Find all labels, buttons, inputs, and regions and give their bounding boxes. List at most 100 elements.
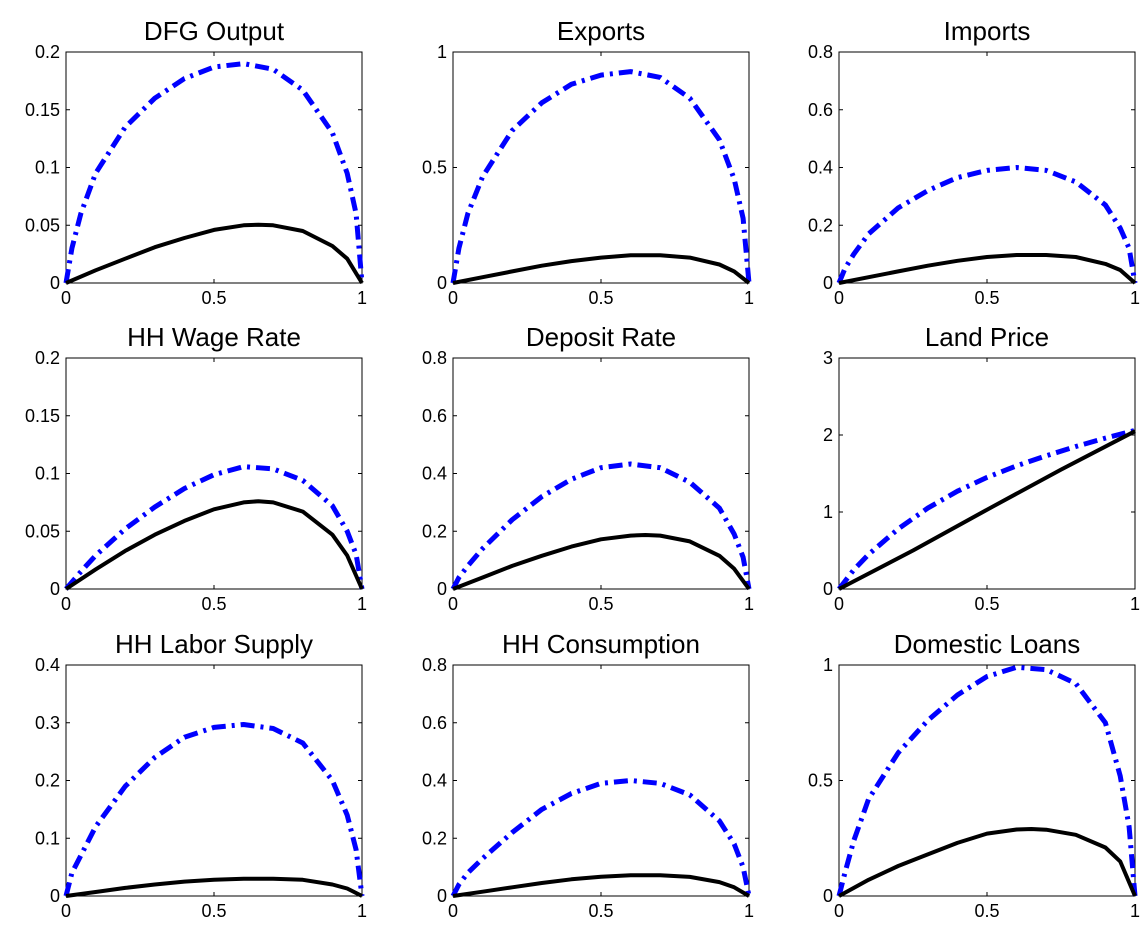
series-line-dashdot xyxy=(450,69,752,284)
x-tick-label: 0 xyxy=(61,594,71,614)
series-line-solid xyxy=(65,222,364,285)
y-tick-label: 0.6 xyxy=(422,406,447,426)
y-tick-label: 0.8 xyxy=(422,655,447,675)
chart-panel: Exports 0 0.5 1 0 0.5 1 xyxy=(422,16,754,308)
x-tick-label: 0.5 xyxy=(974,901,999,921)
chart-panel: Imports 0 0.5 1 0 0.2 0.4 0.6 0.8 xyxy=(808,16,1140,308)
axes-frame xyxy=(452,357,750,590)
x-tick-label: 0 xyxy=(61,288,71,308)
panel-title: HH Wage Rate xyxy=(127,322,301,352)
y-tick-label: 0.8 xyxy=(808,42,833,62)
x-tick-label: 0.5 xyxy=(974,594,999,614)
x-tick-label: 0 xyxy=(834,288,844,308)
x-tick-label: 1 xyxy=(357,901,367,921)
chart-panel: Deposit Rate 0 0.5 1 0 0.2 0.4 0.6 0.8 xyxy=(422,322,754,614)
x-tick-label: 1 xyxy=(744,288,754,308)
y-tick-label: 0.4 xyxy=(35,655,60,675)
y-tick-label: 0.15 xyxy=(25,100,60,120)
axes-frame xyxy=(65,357,363,590)
x-tick-label: 1 xyxy=(744,901,754,921)
series-line-solid xyxy=(64,499,364,591)
x-tick-label: 0 xyxy=(448,288,458,308)
x-tick-label: 0.5 xyxy=(201,901,226,921)
y-tick-label: 0.2 xyxy=(35,348,60,368)
y-tick-label: 1 xyxy=(437,42,447,62)
series-line-solid xyxy=(452,253,751,285)
axes-frame xyxy=(838,51,1136,284)
series-line-dashdot xyxy=(63,722,365,897)
x-tick-label: 0 xyxy=(834,594,844,614)
panel-title: HH Labor Supply xyxy=(115,629,313,659)
y-tick-label: 0.2 xyxy=(422,521,447,541)
y-tick-label: 0.2 xyxy=(422,828,447,848)
y-tick-label: 2 xyxy=(823,425,833,445)
series-line-dashdot xyxy=(64,464,365,591)
series-line-solid xyxy=(452,873,751,898)
y-tick-label: 0.05 xyxy=(25,521,60,541)
chart-panel: Land Price 0 0.5 1 0 1 2 3 xyxy=(823,322,1140,614)
y-tick-label: 0 xyxy=(823,886,833,906)
series-line-solid xyxy=(838,827,1137,898)
axes-frame xyxy=(452,51,750,284)
y-tick-label: 0.4 xyxy=(422,771,447,791)
y-tick-label: 3 xyxy=(823,348,833,368)
y-tick-label: 1 xyxy=(823,502,833,522)
panel-title: Domestic Loans xyxy=(894,629,1080,659)
panel-title: Imports xyxy=(944,16,1031,46)
axes-frame xyxy=(838,357,1136,590)
axes-frame xyxy=(452,664,750,897)
x-tick-label: 0.5 xyxy=(974,288,999,308)
x-tick-label: 1 xyxy=(744,594,754,614)
chart-panel: DFG Output 0 0.5 1 0 0.05 0.1 0.15 0.2 xyxy=(25,16,367,308)
y-tick-label: 0.2 xyxy=(808,215,833,235)
y-tick-label: 0.8 xyxy=(422,348,447,368)
series-line-solid xyxy=(838,253,1137,285)
y-tick-label: 0.1 xyxy=(35,464,60,484)
y-tick-label: 0.1 xyxy=(35,158,60,178)
y-tick-label: 0.1 xyxy=(35,828,60,848)
y-tick-label: 0.4 xyxy=(808,158,833,178)
series-line-dashdot xyxy=(450,461,752,591)
y-tick-label: 0.6 xyxy=(808,100,833,120)
y-tick-label: 0 xyxy=(437,886,447,906)
y-tick-label: 0.2 xyxy=(35,771,60,791)
axes-frame xyxy=(65,664,363,897)
y-tick-label: 0 xyxy=(823,273,833,293)
panel-title: DFG Output xyxy=(144,16,285,46)
series-line-dashdot xyxy=(837,427,1136,591)
x-tick-label: 0 xyxy=(448,594,458,614)
y-tick-label: 0 xyxy=(50,579,60,599)
axes-frame xyxy=(65,51,363,284)
x-tick-label: 0 xyxy=(834,901,844,921)
y-tick-label: 0.15 xyxy=(25,406,60,426)
panel-title: Land Price xyxy=(925,322,1049,352)
panel-title: Deposit Rate xyxy=(526,322,676,352)
x-tick-label: 0 xyxy=(61,901,71,921)
x-tick-label: 1 xyxy=(1130,288,1140,308)
x-tick-label: 0.5 xyxy=(588,288,613,308)
chart-panel: HH Consumption 0 0.5 1 0 0.2 0.4 0.6 0.8 xyxy=(422,629,754,921)
x-tick-label: 1 xyxy=(1130,594,1140,614)
x-tick-label: 0 xyxy=(448,901,458,921)
panel-title: HH Consumption xyxy=(502,629,700,659)
chart-panel: HH Wage Rate 0 0.5 1 0 0.05 0.1 0.15 0.2 xyxy=(25,322,367,614)
x-tick-label: 1 xyxy=(1130,901,1140,921)
y-tick-label: 0.6 xyxy=(422,713,447,733)
x-tick-label: 1 xyxy=(357,594,367,614)
x-tick-label: 0.5 xyxy=(201,594,226,614)
y-tick-label: 0 xyxy=(50,886,60,906)
chart-panel: Domestic Loans 0 0.5 1 0 0.5 1 xyxy=(808,629,1140,921)
y-tick-label: 0.4 xyxy=(422,464,447,484)
panel-title: Exports xyxy=(557,16,645,46)
y-tick-label: 0 xyxy=(823,579,833,599)
x-tick-label: 0.5 xyxy=(201,288,226,308)
y-tick-label: 0.2 xyxy=(35,42,60,62)
y-tick-label: 0.5 xyxy=(808,771,833,791)
series-line-dashdot xyxy=(836,165,1138,284)
x-tick-label: 0.5 xyxy=(588,901,613,921)
y-tick-label: 0 xyxy=(437,579,447,599)
y-tick-label: 0.3 xyxy=(35,713,60,733)
y-tick-label: 0.5 xyxy=(422,158,447,178)
chart-panel: HH Labor Supply 0 0.5 1 0 0.1 0.2 0.3 0.4 xyxy=(35,629,367,921)
